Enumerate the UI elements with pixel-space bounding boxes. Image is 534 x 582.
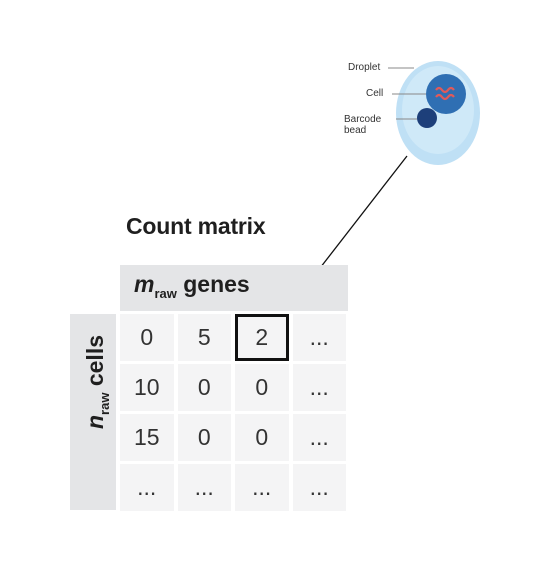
matrix-row: 10 0 0... — [120, 364, 348, 411]
rna-wave-icon — [435, 86, 455, 94]
genes-axis-label: mraw genes — [134, 271, 250, 301]
matrix-cell: ... — [292, 314, 346, 361]
matrix-cell: 0 — [235, 364, 289, 411]
cells-axis-word: cells — [82, 334, 108, 387]
matrix-cell: ... — [235, 464, 289, 511]
matrix-cell: 0 — [235, 414, 289, 461]
matrix-cell-highlighted: 2 — [235, 314, 289, 361]
droplet-label: Droplet — [348, 62, 381, 73]
matrix-cell: 5 — [177, 314, 231, 361]
barcode-bead-label: Barcode bead — [344, 114, 382, 136]
cells-axis-label: nraw cells — [82, 335, 112, 429]
cell-label: Cell — [366, 88, 384, 99]
genes-axis-variable: m — [134, 271, 155, 297]
matrix-cell: 0 — [120, 314, 174, 361]
matrix-cell: ... — [292, 414, 346, 461]
matrix-row: ............ — [120, 464, 348, 511]
genes-axis-subscript: raw — [154, 286, 177, 301]
genes-axis-header: mraw genes — [120, 265, 348, 311]
matrix-cell: ... — [292, 364, 346, 411]
count-matrix-grid: 0 5 2... 10 0 0... 15 0 0............... — [120, 314, 348, 514]
matrix-cell: 15 — [120, 414, 174, 461]
rna-wave-icon — [435, 93, 455, 101]
cells-axis-header — [70, 314, 116, 510]
count-matrix-title: Count matrix — [126, 213, 266, 239]
cells-axis-subscript: raw — [97, 392, 112, 415]
matrix-cell: 10 — [120, 364, 174, 411]
matrix-row: 0 5 2... — [120, 314, 348, 361]
cell-shape — [426, 74, 466, 114]
barcode-bead-shape — [417, 108, 437, 128]
matrix-cell: 0 — [177, 364, 231, 411]
matrix-cell: ... — [120, 464, 174, 511]
matrix-cell: 0 — [177, 414, 231, 461]
cells-axis-variable: n — [82, 414, 108, 430]
matrix-row: 15 0 0... — [120, 414, 348, 461]
genes-axis-word: genes — [183, 271, 250, 297]
matrix-cell: ... — [177, 464, 231, 511]
matrix-cell: ... — [292, 464, 346, 511]
